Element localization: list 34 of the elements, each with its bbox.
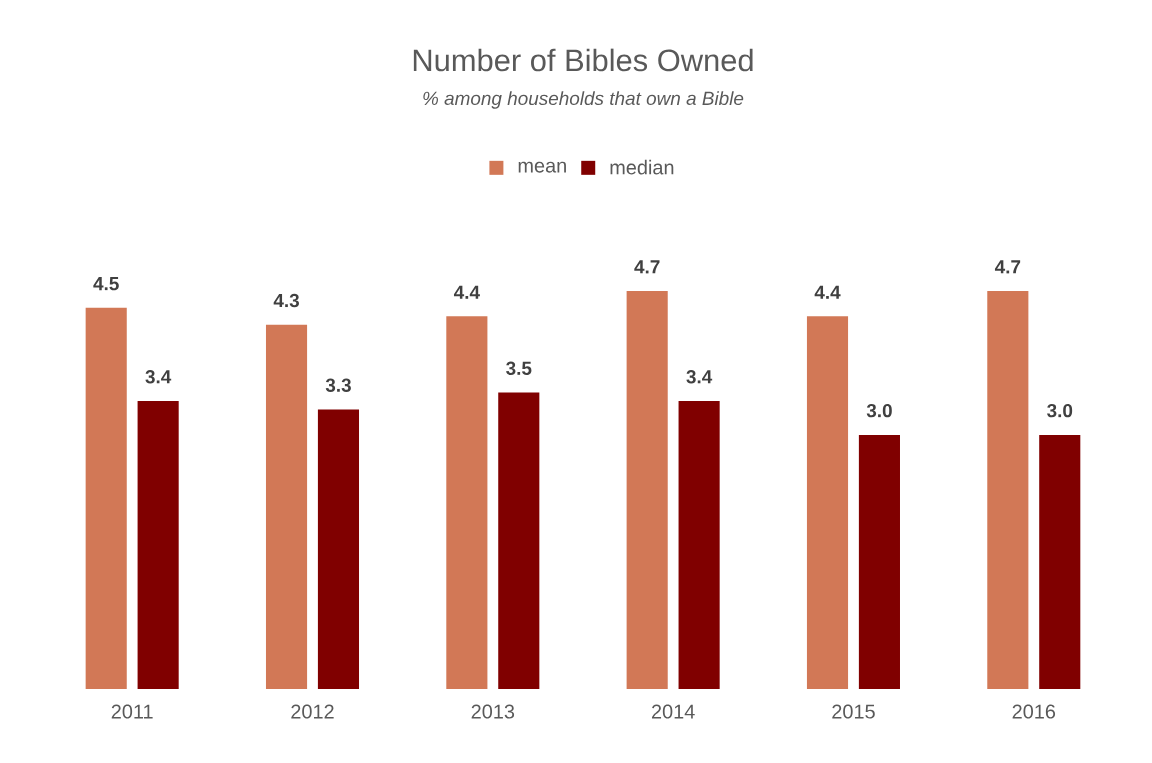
data-label: 3.0 — [1047, 403, 1073, 418]
data-label: 3.3 — [325, 378, 351, 392]
data-label: 4.5 — [93, 277, 119, 291]
x-tick-label: 2015 — [832, 704, 875, 719]
x-tick-label: 2011 — [111, 704, 153, 719]
data-label: 4.7 — [634, 260, 660, 274]
bar — [806, 316, 849, 689]
bar — [987, 290, 1029, 689]
legend-label: mean — [518, 161, 566, 173]
data-label: 3.4 — [145, 370, 172, 384]
x-tick-label: 2012 — [291, 704, 334, 719]
bar — [626, 290, 668, 689]
bar — [1039, 434, 1081, 689]
bar — [678, 401, 720, 689]
data-label: 4.7 — [994, 260, 1021, 274]
x-tick-label: 2014 — [651, 704, 695, 719]
bar — [446, 316, 488, 689]
bar — [498, 392, 540, 689]
bar — [858, 434, 900, 689]
bar — [265, 324, 308, 689]
legend-label: median — [610, 159, 674, 175]
chart-title: Number of Bibles Owned — [413, 48, 753, 72]
data-label: 3.5 — [506, 361, 532, 376]
chart-subtitle: % among households that own a Bible — [423, 91, 744, 109]
bar — [137, 401, 179, 689]
bar — [85, 307, 127, 689]
data-label: 3.4 — [686, 370, 713, 384]
data-label: 3.0 — [866, 403, 892, 418]
x-tick-label: 2016 — [1012, 704, 1056, 719]
data-label: 4.3 — [273, 293, 299, 308]
data-label: 4.4 — [453, 285, 480, 299]
data-label: 4.4 — [814, 285, 841, 299]
bar — [317, 409, 360, 689]
x-tick-label: 2013 — [471, 704, 515, 719]
